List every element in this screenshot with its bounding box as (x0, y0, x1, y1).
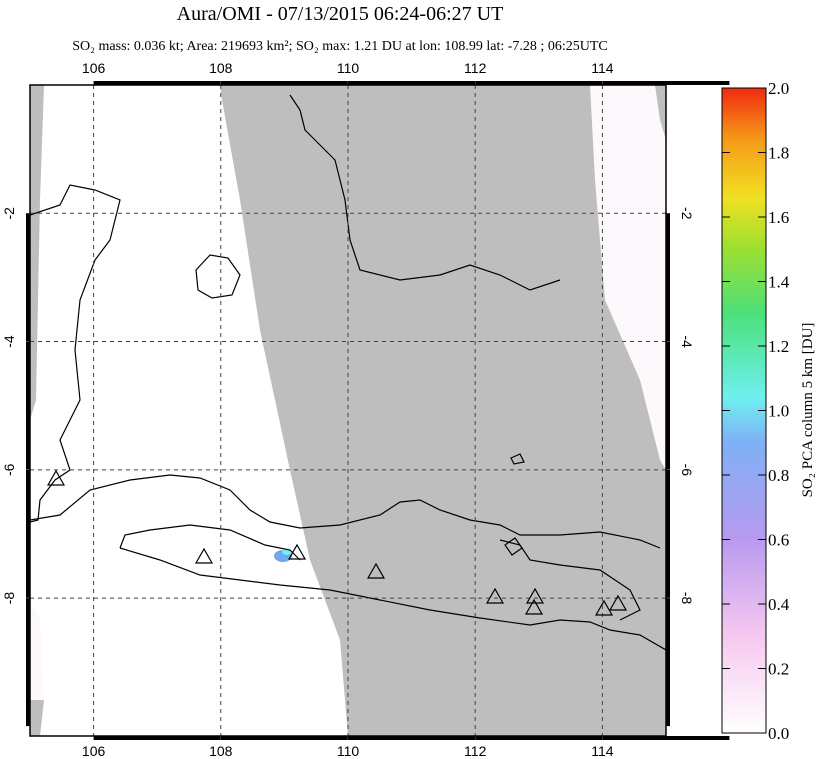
frame-bar (348, 81, 475, 85)
coastlines (30, 94, 666, 651)
lon-label-top: 114 (591, 60, 614, 76)
lat-label-left: -6 (1, 463, 17, 476)
colorbar-tick-label: 1.0 (768, 402, 789, 421)
frame-bar (93, 81, 221, 85)
frame-bar (666, 341, 670, 470)
clear-region (30, 85, 348, 736)
frame-bar (666, 469, 670, 598)
frame-bar (666, 213, 670, 342)
lon-label-top: 112 (464, 60, 487, 76)
lon-label-bottom: 106 (82, 743, 106, 759)
colorbar-tick-label: 1.2 (768, 337, 789, 356)
colorbar-tick-label: 1.6 (768, 208, 789, 227)
no-data-strip (30, 700, 44, 736)
lon-label-bottom: 114 (591, 743, 614, 759)
lon-label-top: 106 (82, 60, 106, 76)
colorbar-tick-label: 0.8 (768, 466, 789, 485)
frame-bar (93, 736, 221, 740)
no-data-region (220, 85, 666, 736)
frame-bar (220, 81, 348, 85)
colorbar-tick-label: 1.4 (768, 273, 790, 292)
lon-label-bottom: 108 (209, 743, 233, 759)
lon-label-top: 110 (337, 60, 360, 76)
colorbar-tick-label: 1.8 (768, 144, 789, 163)
colorbar-tick-label: 0.4 (768, 595, 790, 614)
map-area (30, 85, 666, 736)
colorbar-tick-label: 0.0 (768, 724, 789, 743)
colorbar-tick-label: 0.6 (768, 531, 789, 550)
lon-label-bottom: 110 (337, 743, 360, 759)
frame-bar (602, 736, 730, 740)
no-data-strip (655, 85, 666, 140)
frame-bar (348, 736, 475, 740)
lat-label-right: -2 (679, 207, 695, 220)
subtitle: SO₂ mass: 0.036 kt; Area: 219693 km²; SO… (72, 39, 607, 54)
colorbar-tick-label: 2.0 (768, 79, 789, 98)
colorbar-label: SO₂ PCA column 5 km [DU] (800, 323, 816, 498)
lat-label-right: -4 (679, 335, 695, 348)
frame-bar (26, 341, 30, 470)
graticule (30, 85, 666, 736)
frame-bar (602, 81, 730, 85)
frame-bar (26, 213, 30, 342)
title: Aura/OMI - 07/13/2015 06:24-06:27 UT (177, 3, 504, 25)
frame-bar (475, 81, 603, 85)
lat-label-left: -8 (1, 592, 17, 605)
colorbar-tick-label: 0.2 (768, 660, 789, 679)
frame-bar (666, 598, 670, 727)
lat-label-right: -8 (679, 592, 695, 605)
lon-label-bottom: 112 (464, 743, 487, 759)
lon-label-top: 108 (209, 60, 233, 76)
volcanoes (46, 469, 628, 616)
frame-bar (220, 736, 348, 740)
frame-bars (26, 81, 730, 740)
lat-label-right: -6 (679, 464, 695, 477)
frame-bar (475, 736, 603, 740)
lat-label-left: -4 (1, 335, 17, 348)
lat-label-left: -2 (1, 207, 17, 220)
no-data-strip (30, 85, 44, 420)
frame-bar (26, 469, 30, 598)
frame-bar (26, 598, 30, 727)
